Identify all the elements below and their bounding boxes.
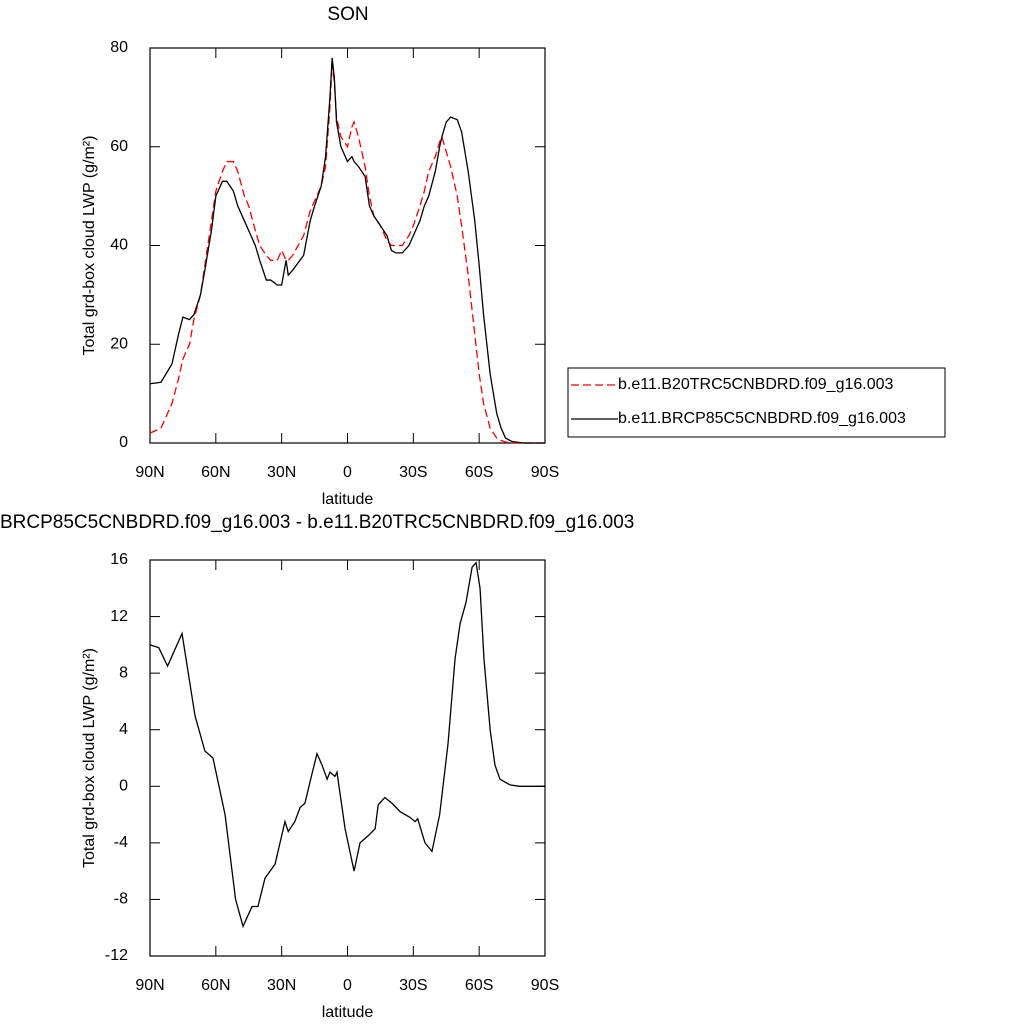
x-axis-label: latitude <box>322 491 374 508</box>
legend-label: b.e11.BRCP85C5CNBDRD.f09_g16.003 <box>618 410 906 427</box>
x-tick-label: 30N <box>267 464 296 481</box>
x-tick-label: 90N <box>135 977 164 994</box>
y-tick-label: 0 <box>119 778 128 795</box>
y-tick-label: -4 <box>114 834 128 851</box>
x-tick-label: 0 <box>343 977 352 994</box>
x-tick-label: 30N <box>267 977 296 994</box>
data-line <box>149 561 545 929</box>
x-tick-label: 30S <box>399 977 427 994</box>
data-line <box>149 62 545 444</box>
x-tick-label: 90S <box>531 464 559 481</box>
x-tick-label: 90N <box>135 464 164 481</box>
y-tick-label: 40 <box>110 237 128 254</box>
x-tick-label: 60N <box>201 977 230 994</box>
legend-label: b.e11.B20TRC5CNBDRD.f09_g16.003 <box>618 376 894 393</box>
y-axis-label: Total grd-box cloud LWP (g/m²) <box>81 648 98 868</box>
plot-frame <box>149 559 546 957</box>
legend-box <box>567 367 946 438</box>
x-tick-label: 90S <box>531 977 559 994</box>
chart-title: SON <box>327 4 368 25</box>
y-tick-label: 80 <box>110 39 128 56</box>
y-tick-label: 8 <box>119 664 128 681</box>
x-tick-label: 60S <box>465 977 493 994</box>
y-axis-label: Total grd-box cloud LWP (g/m²) <box>81 136 98 356</box>
x-tick-label: 0 <box>343 464 352 481</box>
y-tick-label: 0 <box>119 434 128 451</box>
y-tick-label: 20 <box>110 335 128 352</box>
y-tick-label: -12 <box>105 947 128 964</box>
y-tick-label: 4 <box>119 721 128 738</box>
y-tick-label: -8 <box>114 891 128 908</box>
x-tick-label: 60S <box>465 464 493 481</box>
data-line <box>149 57 545 444</box>
y-tick-label: 12 <box>110 608 128 625</box>
x-tick-label: 60N <box>201 464 230 481</box>
chart-title: BRCP85C5CNBDRD.f09_g16.003 - b.e11.B20TR… <box>0 512 634 533</box>
plot-frame <box>149 47 546 444</box>
y-tick-label: 16 <box>110 551 128 568</box>
x-axis-label: latitude <box>322 1004 374 1021</box>
y-tick-label: 60 <box>110 138 128 155</box>
x-tick-label: 30S <box>399 464 427 481</box>
